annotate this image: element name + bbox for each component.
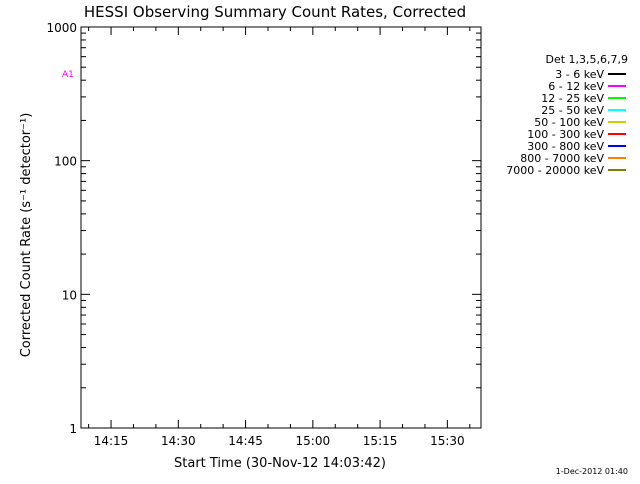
x-tick-label: 15:30 [430, 434, 465, 448]
legend-entry: 800 - 7000 keV [520, 152, 604, 165]
legend-title: Det 1,3,5,6,7,9 [545, 53, 628, 66]
legend-entry: 25 - 50 keV [541, 104, 604, 117]
legend-entry: 12 - 25 keV [541, 92, 604, 105]
legend-entry: 3 - 6 keV [555, 68, 604, 81]
y-tick-label: 100 [54, 155, 77, 169]
attenuator-label: A1 [62, 70, 74, 80]
chart-title: HESSI Observing Summary Count Rates, Cor… [84, 3, 466, 21]
y-tick-label: 10 [62, 288, 77, 302]
x-axis-label: Start Time (30-Nov-12 14:03:42) [174, 456, 386, 471]
y-axis-label: Corrected Count Rate (s⁻¹ detector⁻¹) [19, 113, 34, 358]
legend-entry: 7000 - 20000 keV [506, 164, 604, 177]
x-tick-label: 14:15 [94, 434, 129, 448]
x-tick-label: 15:15 [363, 434, 398, 448]
x-tick-label: 14:30 [161, 434, 196, 448]
legend-entry: 100 - 300 keV [527, 128, 604, 141]
axes: 14:15 14:30 14:45 15:00 15:15 15:30 1 10 100 1000 [46, 21, 482, 448]
y-tick-label: 1000 [46, 21, 77, 35]
x-tick-label: 14:45 [228, 434, 263, 448]
y-tick-label: 1 [69, 422, 77, 436]
plot-frame [80, 26, 482, 429]
x-tick-label: 15:00 [296, 434, 331, 448]
timestamp: 1-Dec-2012 01:40 [556, 467, 628, 476]
legend-entry: 6 - 12 keV [548, 80, 604, 93]
legend-entry: 300 - 800 keV [527, 140, 604, 153]
legend-entry: 50 - 100 keV [534, 116, 604, 129]
